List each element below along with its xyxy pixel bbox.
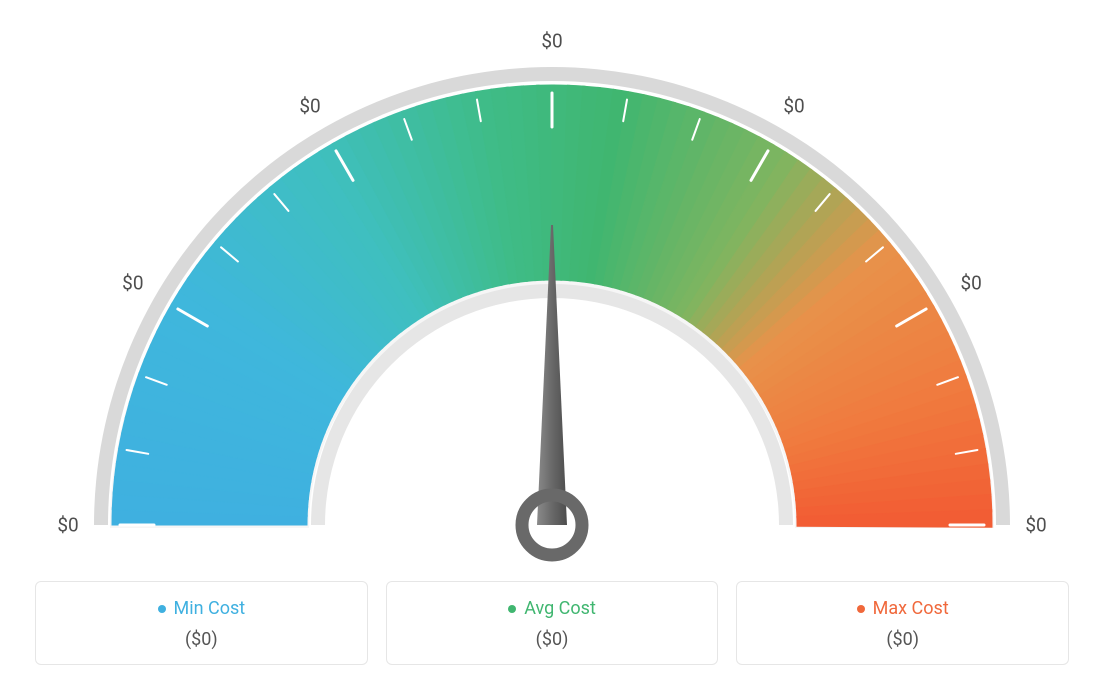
legend-label: Avg Cost bbox=[524, 598, 596, 619]
gauge-svg bbox=[32, 10, 1072, 570]
legend-card-avg: Avg Cost ($0) bbox=[386, 581, 719, 666]
tick-label: $0 bbox=[783, 94, 804, 117]
legend-title-min: Min Cost bbox=[158, 598, 246, 619]
legend-card-min: Min Cost ($0) bbox=[35, 581, 368, 666]
legend-title-avg: Avg Cost bbox=[508, 598, 596, 619]
legend-value-avg: ($0) bbox=[397, 629, 708, 650]
legend-value-min: ($0) bbox=[46, 629, 357, 650]
legend-row: Min Cost ($0) Avg Cost ($0) Max Cost ($0… bbox=[35, 581, 1069, 666]
legend-label: Min Cost bbox=[174, 598, 246, 619]
tick-label: $0 bbox=[122, 272, 143, 295]
legend-label: Max Cost bbox=[873, 598, 949, 619]
legend-dot-max bbox=[857, 605, 865, 613]
legend-dot-avg bbox=[508, 605, 516, 613]
legend-dot-min bbox=[158, 605, 166, 613]
legend-card-max: Max Cost ($0) bbox=[736, 581, 1069, 666]
tick-label: $0 bbox=[1025, 514, 1046, 537]
tick-label: $0 bbox=[960, 272, 981, 295]
legend-title-max: Max Cost bbox=[857, 598, 949, 619]
tick-label: $0 bbox=[57, 514, 78, 537]
gauge-chart: $0 $0 $0 $0 $0 $0 $0 bbox=[32, 10, 1072, 570]
legend-value-max: ($0) bbox=[747, 629, 1058, 650]
tick-label: $0 bbox=[299, 94, 320, 117]
tick-label: $0 bbox=[541, 30, 562, 53]
